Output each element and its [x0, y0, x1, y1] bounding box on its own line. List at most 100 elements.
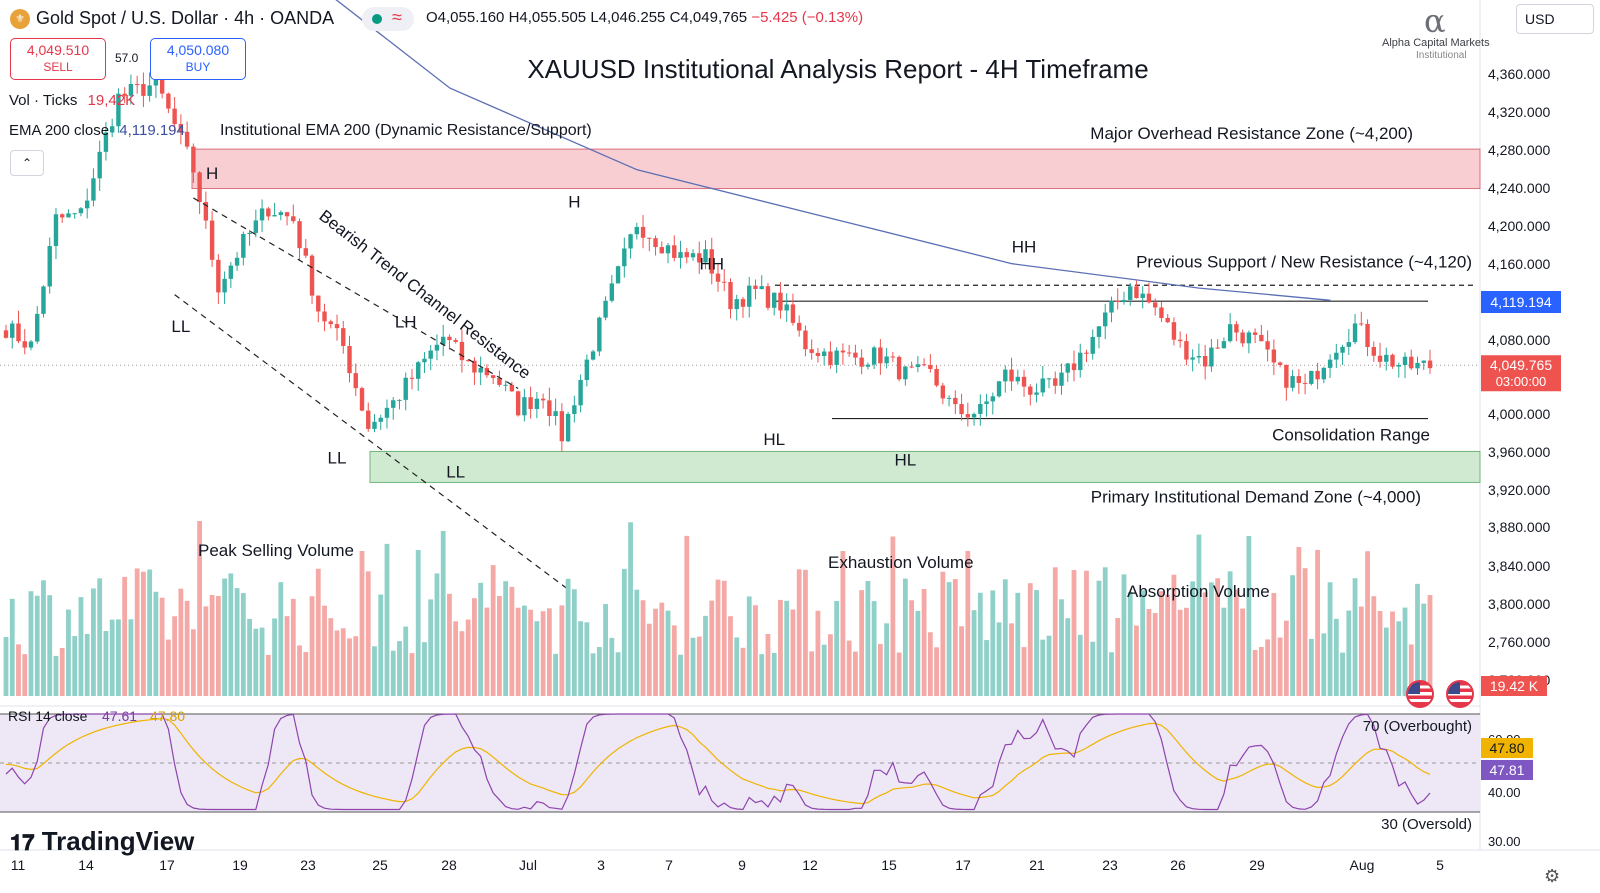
demand-zone-label: Primary Institutional Demand Zone (~4,00…	[1091, 487, 1421, 506]
candle	[896, 355, 902, 382]
ema-legend[interactable]: EMA 200 close 4,119.194	[9, 122, 185, 139]
ohlc-close: C4,049,765	[669, 9, 748, 26]
volume-bar	[1265, 639, 1271, 696]
volume-bar	[459, 631, 465, 696]
volume-bar	[1333, 618, 1339, 696]
candle	[628, 233, 633, 259]
volume-bar	[1246, 536, 1252, 696]
candle	[297, 218, 302, 261]
rsi-legend-label: RSI 14 close	[8, 708, 88, 724]
candle	[965, 402, 971, 427]
rsi-ma-tag-value: 47.80	[1489, 740, 1524, 756]
candle-body	[890, 356, 896, 358]
candle-body	[147, 85, 152, 96]
candle	[1046, 377, 1052, 389]
candle-body	[634, 226, 640, 235]
candle-body	[303, 248, 308, 256]
candle-body	[522, 397, 527, 416]
candle-body	[134, 84, 140, 86]
volume-bar	[1227, 571, 1233, 696]
candle	[990, 392, 996, 415]
volume-bar	[353, 636, 359, 696]
consolidation-range-label: Consolidation Range	[1272, 426, 1430, 445]
candle-body	[865, 364, 871, 367]
time-axis-tick: 14	[78, 857, 94, 873]
candle	[672, 235, 677, 262]
volume-bar	[178, 588, 184, 696]
volume-bar	[397, 641, 402, 696]
candle-body	[97, 151, 102, 179]
candle	[971, 412, 977, 426]
volume-bar	[1358, 606, 1364, 696]
volume-bar	[153, 591, 159, 696]
candle-body	[434, 344, 440, 351]
price-axis-tick: 2,760.000	[1488, 634, 1550, 650]
price-axis-tick: 4,200.000	[1488, 218, 1550, 234]
candle	[60, 213, 65, 223]
candle	[846, 344, 852, 357]
candle	[1265, 330, 1270, 362]
volume-bar	[815, 610, 821, 696]
volume-bar	[1052, 567, 1058, 696]
candle-body	[759, 286, 764, 289]
sell-button[interactable]: 4,049.510 SELL	[10, 38, 106, 80]
buy-button[interactable]: 4,050.080 BUY	[150, 38, 246, 80]
collapse-legend-button[interactable]: ⌃	[10, 150, 44, 176]
volume-bar	[97, 578, 103, 696]
volume-bar	[1146, 609, 1152, 696]
swing-label-hl: HL	[763, 430, 785, 449]
candle	[35, 305, 40, 344]
candle-body	[1365, 323, 1370, 348]
candle-body	[1034, 392, 1039, 395]
candle-body	[422, 358, 427, 363]
candle	[422, 352, 427, 374]
volume-bar	[1327, 582, 1333, 696]
settings-gear-icon[interactable]: ⚙	[1544, 866, 1561, 886]
volume-bar	[840, 551, 846, 696]
candle	[403, 372, 408, 411]
volume-bar	[990, 590, 996, 696]
market-status-pill[interactable]	[362, 7, 414, 31]
candle	[384, 399, 390, 429]
swing-label-hh: HH	[1012, 237, 1037, 256]
candle-body	[490, 375, 496, 378]
candles-group	[3, 61, 1433, 452]
candle-body	[690, 253, 696, 258]
candle-body	[1152, 302, 1158, 308]
candle-body	[328, 321, 333, 325]
volume-bar	[1209, 582, 1214, 696]
us-flag-icon[interactable]	[1406, 680, 1434, 708]
resistance-zone	[191, 148, 1481, 190]
us-flag-icon[interactable]	[1446, 680, 1474, 708]
volume-bar	[902, 578, 908, 696]
volume-bar	[41, 580, 46, 696]
volume-bar	[1346, 610, 1352, 696]
candle	[528, 386, 533, 419]
volume-bar	[328, 618, 334, 696]
volume-bar	[409, 653, 415, 696]
volume-legend[interactable]: Vol · Ticks 19,42K	[9, 92, 135, 109]
candle-body	[391, 400, 396, 408]
volume-bar	[528, 609, 534, 696]
candle	[1146, 282, 1152, 304]
currency-select[interactable]: USD	[1516, 4, 1594, 34]
candle	[959, 393, 964, 421]
candle-body	[1402, 356, 1408, 366]
candle	[284, 211, 290, 226]
candle-body	[578, 380, 583, 406]
candle-body	[241, 233, 246, 258]
candle-body	[278, 212, 284, 216]
candle	[946, 395, 952, 407]
candle-body	[372, 421, 377, 429]
candle	[1402, 352, 1408, 379]
candle	[1352, 313, 1358, 345]
candle	[1371, 341, 1376, 362]
candle-body	[478, 367, 483, 373]
symbol-title[interactable]: Gold Spot / U.S. Dollar · 4h · OANDA	[36, 8, 335, 28]
candle	[1071, 350, 1077, 382]
candle	[1340, 344, 1345, 365]
candle-body	[272, 215, 277, 217]
time-axis-tick: Aug	[1350, 857, 1375, 873]
candle	[1140, 286, 1145, 309]
